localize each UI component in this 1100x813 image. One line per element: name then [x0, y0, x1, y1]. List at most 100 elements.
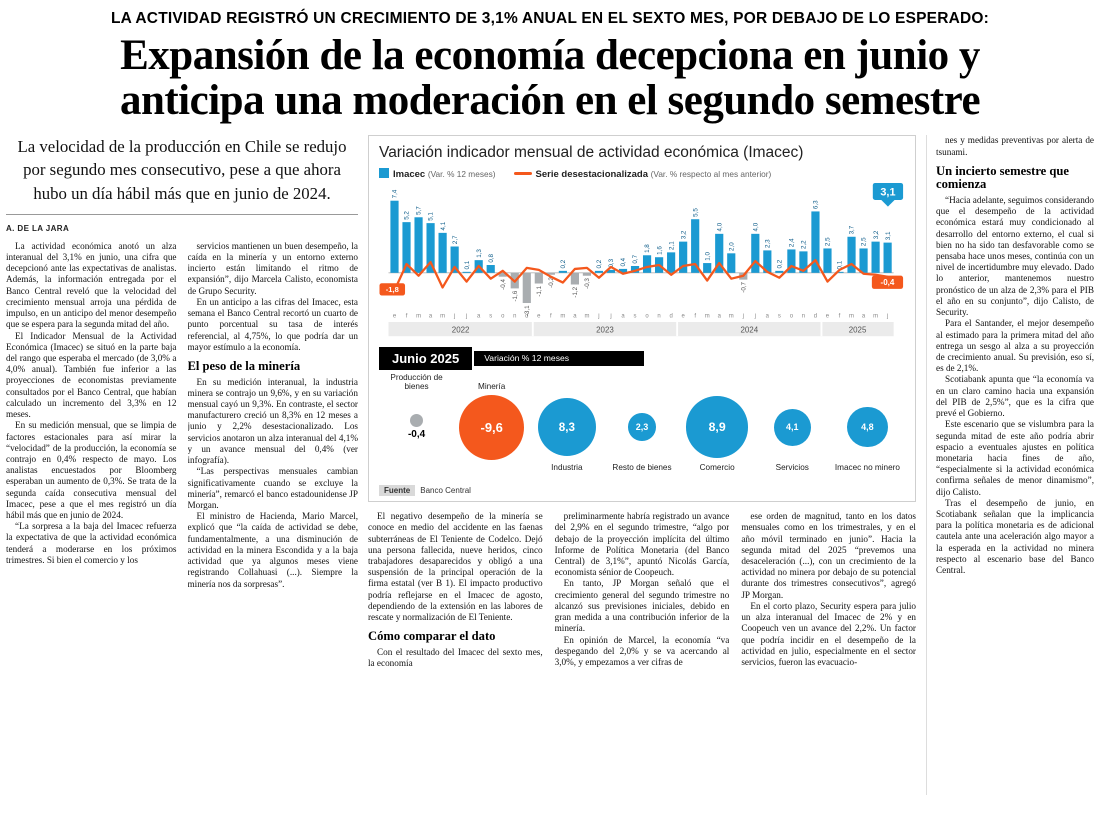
bubble-area: 4,1 — [773, 392, 811, 462]
sector-bubble-imacec-no-minero: 4,8 Imacec no minero — [830, 372, 905, 482]
article-paragraph: “La sorpresa a la baja del Imacec refuer… — [6, 521, 177, 565]
period-note: Variación % 12 meses — [474, 351, 645, 367]
left-column-block: La velocidad de la producción en Chile s… — [6, 135, 358, 795]
sector-bubble-industria: 8,3 Industria — [529, 372, 604, 482]
svg-text:1,0: 1,0 — [704, 252, 711, 261]
bubble-label-bottom: Imacec no minero — [834, 463, 900, 473]
svg-text:7,4: 7,4 — [392, 189, 399, 198]
svg-text:e: e — [681, 314, 685, 320]
svg-text:o: o — [645, 314, 649, 320]
svg-text:0,1: 0,1 — [837, 261, 844, 270]
article-paragraph: En opinión de Marcel, la economía “va de… — [554, 634, 730, 667]
svg-text:0,8: 0,8 — [488, 254, 495, 263]
svg-text:0,3: 0,3 — [608, 259, 615, 268]
svg-text:m: m — [416, 314, 421, 320]
article-column-5: ese orden de magnitud, tanto en los dato… — [741, 511, 916, 795]
bubble-area: -0,4 — [408, 392, 425, 462]
svg-text:0,4: 0,4 — [620, 258, 627, 267]
bubble-label-bottom: Resto de bienes — [612, 463, 672, 473]
article-paragraph: En tanto, JP Morgan señaló que el crecim… — [554, 578, 730, 634]
svg-text:5,1: 5,1 — [428, 212, 435, 221]
svg-text:n: n — [513, 314, 516, 320]
imacec-infographic: Variación indicador mensual de actividad… — [368, 135, 916, 503]
svg-text:-1,2: -1,2 — [572, 287, 579, 298]
legend-imacec-note: (Var. % 12 meses) — [427, 169, 496, 180]
svg-text:0,2: 0,2 — [777, 260, 784, 269]
bubble-area: 4,8 — [847, 392, 888, 462]
article-paragraph: “Hacia adelante, seguimos considerando q… — [936, 194, 1094, 318]
bubble-circle: 8,9 — [686, 396, 748, 458]
svg-text:2025: 2025 — [849, 326, 867, 335]
section-subhead: Cómo comparar el dato — [368, 629, 496, 644]
article-paragraph: Este escenario que se vislumbra para la … — [936, 419, 1094, 497]
svg-text:5,7: 5,7 — [416, 206, 423, 215]
svg-text:-1,1: -1,1 — [536, 286, 543, 297]
svg-text:3,7: 3,7 — [849, 225, 856, 234]
sector-bubble-producci-n-de-bienes: Producción de bienes -0,4 — [379, 372, 454, 482]
svg-text:0,2: 0,2 — [560, 260, 567, 269]
svg-text:o: o — [790, 314, 794, 320]
svg-text:2,3: 2,3 — [765, 239, 772, 248]
svg-text:e: e — [826, 314, 830, 320]
svg-text:d: d — [525, 314, 528, 320]
headline-line2: anticipa una moderación en el segundo se… — [119, 77, 981, 125]
svg-text:m: m — [849, 314, 854, 320]
svg-text:2,1: 2,1 — [668, 241, 675, 250]
svg-text:e: e — [537, 314, 541, 320]
bubble-area: 8,9 — [686, 392, 748, 462]
svg-text:3,1: 3,1 — [885, 231, 892, 240]
svg-text:a: a — [862, 314, 866, 320]
center-block: Variación indicador mensual de actividad… — [368, 135, 916, 795]
period-row: Junio 2025 Variación % 12 meses — [379, 347, 905, 371]
svg-text:1,6: 1,6 — [656, 246, 663, 255]
svg-text:j: j — [742, 314, 744, 320]
article-paragraph: servicios mantienen un buen desempeño, l… — [187, 240, 359, 296]
legend-line-note: (Var. % respecto al mes anterior) — [650, 168, 772, 179]
svg-text:3,1: 3,1 — [880, 187, 895, 199]
legend-item-desestacionalizada: Serie desestacionalizada (Var. % respect… — [513, 168, 772, 180]
svg-text:f: f — [406, 314, 408, 320]
source-label: Fuente — [379, 485, 416, 497]
svg-text:-0,2: -0,2 — [548, 277, 555, 288]
bubble-circle: 4,1 — [773, 408, 811, 446]
article-paragraph: Con el resultado del Imacec del sexto me… — [368, 646, 543, 669]
svg-text:2,5: 2,5 — [825, 237, 832, 246]
svg-text:-1,6: -1,6 — [512, 291, 519, 302]
svg-text:2,2: 2,2 — [801, 240, 808, 249]
sector-bubble-servicios: 4,1 Servicios — [755, 372, 830, 482]
article-paragraph: preliminarmente habría registrado un ava… — [554, 511, 730, 578]
bubble-label-bottom: Industria — [551, 463, 583, 473]
byline: A. DE LA JARA — [6, 223, 70, 233]
svg-text:-0,3: -0,3 — [584, 278, 591, 289]
svg-text:m: m — [440, 314, 445, 320]
svg-text:3,2: 3,2 — [873, 230, 880, 239]
legend-line-label: Serie desestacionalizada — [535, 168, 648, 180]
svg-text:j: j — [609, 314, 611, 320]
svg-text:2022: 2022 — [452, 326, 470, 335]
bubble-circle — [410, 414, 424, 428]
svg-text:2,0: 2,0 — [728, 242, 735, 251]
svg-text:d: d — [814, 314, 817, 320]
article-paragraph: “Las perspectivas mensuales cambian sign… — [187, 466, 359, 510]
article-column-4: preliminarmente habría registrado un ava… — [555, 511, 730, 795]
source-value: Banco Central — [420, 486, 471, 496]
svg-text:6,3: 6,3 — [813, 200, 820, 209]
article-column-2: servicios mantienen un buen desempeño, l… — [188, 241, 359, 795]
sector-bubble-resto-de-bienes: 2,3 Resto de bienes — [604, 372, 679, 482]
source-note: Fuente Banco Central — [379, 485, 905, 497]
imacec-bar-swatch-icon — [379, 168, 389, 179]
bubble-label-top: Producción de bienes — [390, 373, 443, 392]
headline-line1: Expansión de la economía decepciona en j… — [120, 32, 980, 79]
section-subhead: Un incierto semestre que comienza — [936, 163, 1070, 192]
svg-text:-0,4: -0,4 — [500, 279, 507, 290]
svg-text:m: m — [584, 314, 589, 320]
bottom-text-columns: El negativo desempeño de la minería se c… — [368, 511, 916, 795]
svg-text:5,2: 5,2 — [404, 211, 411, 220]
article-paragraph: El Indicador Mensual de la Actividad Eco… — [6, 330, 177, 420]
svg-text:j: j — [453, 314, 455, 320]
svg-text:0,1: 0,1 — [464, 261, 471, 270]
legend-item-imacec: Imacec (Var. % 12 meses) — [379, 168, 496, 180]
article-paragraph: nes y medidas preventivas por alerta de … — [936, 135, 1094, 157]
svg-text:1,3: 1,3 — [476, 249, 483, 258]
line-swatch-icon — [513, 171, 532, 175]
